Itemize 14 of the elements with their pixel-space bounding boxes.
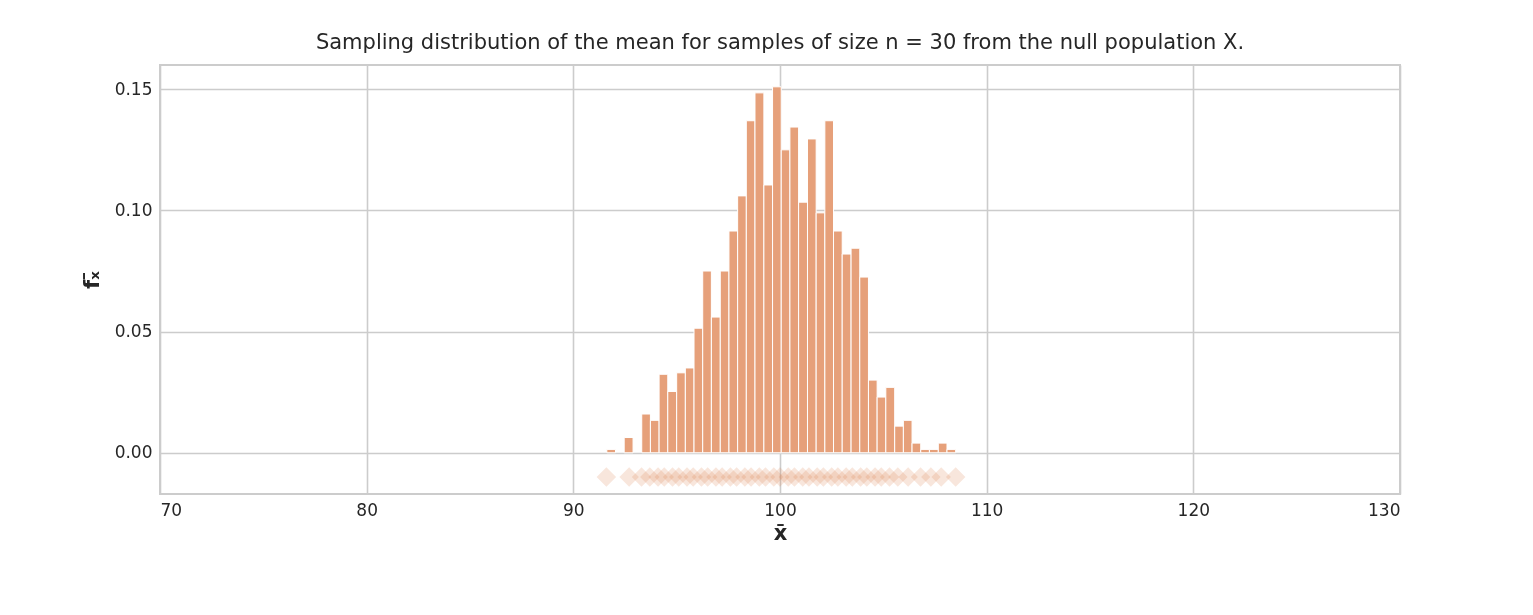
x-tick-label: 80 [356, 499, 378, 520]
x-tick-label: 120 [1177, 499, 1211, 520]
y-tick-label: 0.05 [114, 321, 153, 342]
x-tick-label: 70 [160, 499, 183, 520]
y-tick-label: 0.10 [114, 199, 153, 220]
chart-title: Sampling distribution of the mean for samples of size n = 30 from the null population X. [315, 30, 1245, 54]
x-tick-label: 90 [563, 499, 585, 520]
x-tick-label: 100 [764, 499, 797, 520]
x-tick-label: 110 [970, 499, 1004, 520]
x-tick-label: 130 [1368, 499, 1401, 520]
y-tick-label: 0.00 [114, 442, 153, 463]
y-tick-label: 0.15 [114, 78, 153, 99]
x-axis-title: x̄ [773, 520, 788, 545]
y-axis-title: fₓ̄ [79, 270, 104, 289]
